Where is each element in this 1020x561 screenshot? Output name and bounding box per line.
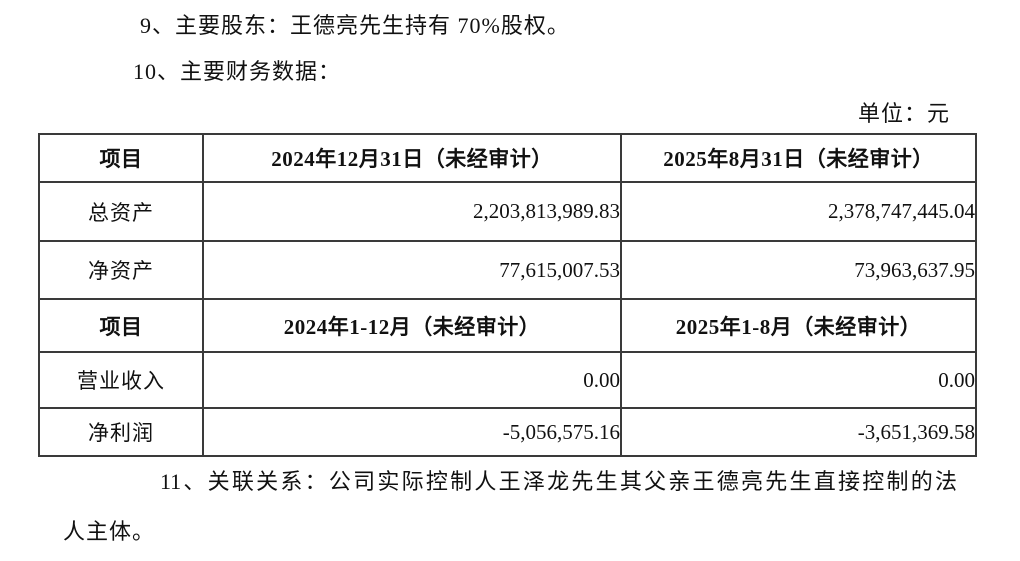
cell-total-assets-2025: 2,378,747,445.04 [620, 181, 977, 242]
row-operating-revenue: 营业收入 0.00 0.00 [38, 351, 977, 409]
balance-sheet-header-row: 项目 2024年12月31日（未经审计） 2025年8月31日（未经审计） [38, 133, 977, 183]
cell-total-assets-label: 总资产 [38, 181, 204, 242]
header-cell-item: 项目 [38, 133, 204, 183]
paragraph-major-shareholder: 9、主要股东：王德亮先生持有 70%股权。 [140, 13, 570, 38]
financial-data-table: 项目 2024年12月31日（未经审计） 2025年8月31日（未经审计） 总资… [38, 133, 977, 457]
header-cell-2024-12-31: 2024年12月31日（未经审计） [202, 133, 622, 183]
unit-label: 单位：元 [857, 101, 950, 126]
cell-net-assets-2024: 77,615,007.53 [202, 240, 622, 300]
paragraph-related-relationship-line-1: 11、关联关系：公司实际控制人王泽龙先生其父亲王德亮先生直接控制的法 [160, 469, 957, 494]
income-statement-header-row: 项目 2024年1-12月（未经审计） 2025年1-8月（未经审计） [38, 298, 977, 353]
header-cell-2024-period: 2024年1-12月（未经审计） [202, 298, 622, 353]
cell-net-profit-2025: -3,651,369.58 [620, 407, 977, 457]
cell-net-profit-label: 净利润 [38, 407, 204, 457]
header-cell-item-2: 项目 [38, 298, 204, 353]
cell-net-assets-label: 净资产 [38, 240, 204, 300]
paragraph-related-relationship-line-2: 人主体。 [63, 519, 156, 544]
cell-revenue-2025: 0.00 [620, 351, 977, 409]
row-net-profit: 净利润 -5,056,575.16 -3,651,369.58 [38, 407, 977, 457]
cell-revenue-2024: 0.00 [202, 351, 622, 409]
header-cell-2025-08-31: 2025年8月31日（未经审计） [620, 133, 977, 183]
paragraph-financial-data-heading: 10、主要财务数据： [133, 59, 342, 84]
cell-revenue-label: 营业收入 [38, 351, 204, 409]
cell-total-assets-2024: 2,203,813,989.83 [202, 181, 622, 242]
cell-net-profit-2024: -5,056,575.16 [202, 407, 622, 457]
row-net-assets: 净资产 77,615,007.53 73,963,637.95 [38, 240, 977, 300]
row-total-assets: 总资产 2,203,813,989.83 2,378,747,445.04 [38, 181, 977, 242]
cell-net-assets-2025: 73,963,637.95 [620, 240, 977, 300]
header-cell-2025-period: 2025年1-8月（未经审计） [620, 298, 977, 353]
